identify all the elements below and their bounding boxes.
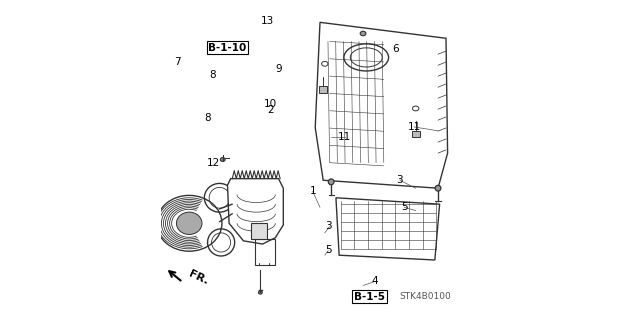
Bar: [412, 131, 420, 137]
Text: STK4B0100: STK4B0100: [399, 293, 451, 301]
Text: 11: 11: [408, 122, 420, 132]
Ellipse shape: [328, 179, 334, 185]
Text: 4: 4: [372, 276, 378, 286]
Text: 8: 8: [204, 113, 211, 123]
Text: 9: 9: [275, 63, 282, 74]
Ellipse shape: [360, 31, 366, 36]
Text: B-1-5: B-1-5: [354, 292, 385, 302]
Text: 3: 3: [396, 175, 403, 185]
Text: 6: 6: [392, 44, 399, 55]
Ellipse shape: [220, 158, 225, 161]
Text: 7: 7: [174, 57, 180, 67]
Text: 13: 13: [260, 16, 274, 26]
Bar: [319, 86, 327, 93]
Text: FR.: FR.: [188, 269, 211, 286]
Text: 11: 11: [338, 132, 351, 142]
Text: 3: 3: [326, 221, 332, 232]
Bar: [252, 223, 268, 239]
Text: B-1-10: B-1-10: [209, 43, 246, 53]
Text: 8: 8: [209, 70, 216, 80]
Text: 1: 1: [309, 186, 316, 197]
Text: 5: 5: [325, 245, 332, 256]
Ellipse shape: [259, 291, 262, 294]
Polygon shape: [316, 22, 447, 188]
Text: 2: 2: [268, 105, 274, 115]
Bar: [255, 239, 275, 265]
Text: 10: 10: [263, 99, 276, 109]
Ellipse shape: [177, 212, 202, 234]
Text: 5: 5: [401, 202, 408, 212]
Text: 12: 12: [207, 158, 220, 168]
Polygon shape: [227, 179, 284, 244]
Polygon shape: [336, 198, 440, 260]
Ellipse shape: [435, 185, 441, 191]
